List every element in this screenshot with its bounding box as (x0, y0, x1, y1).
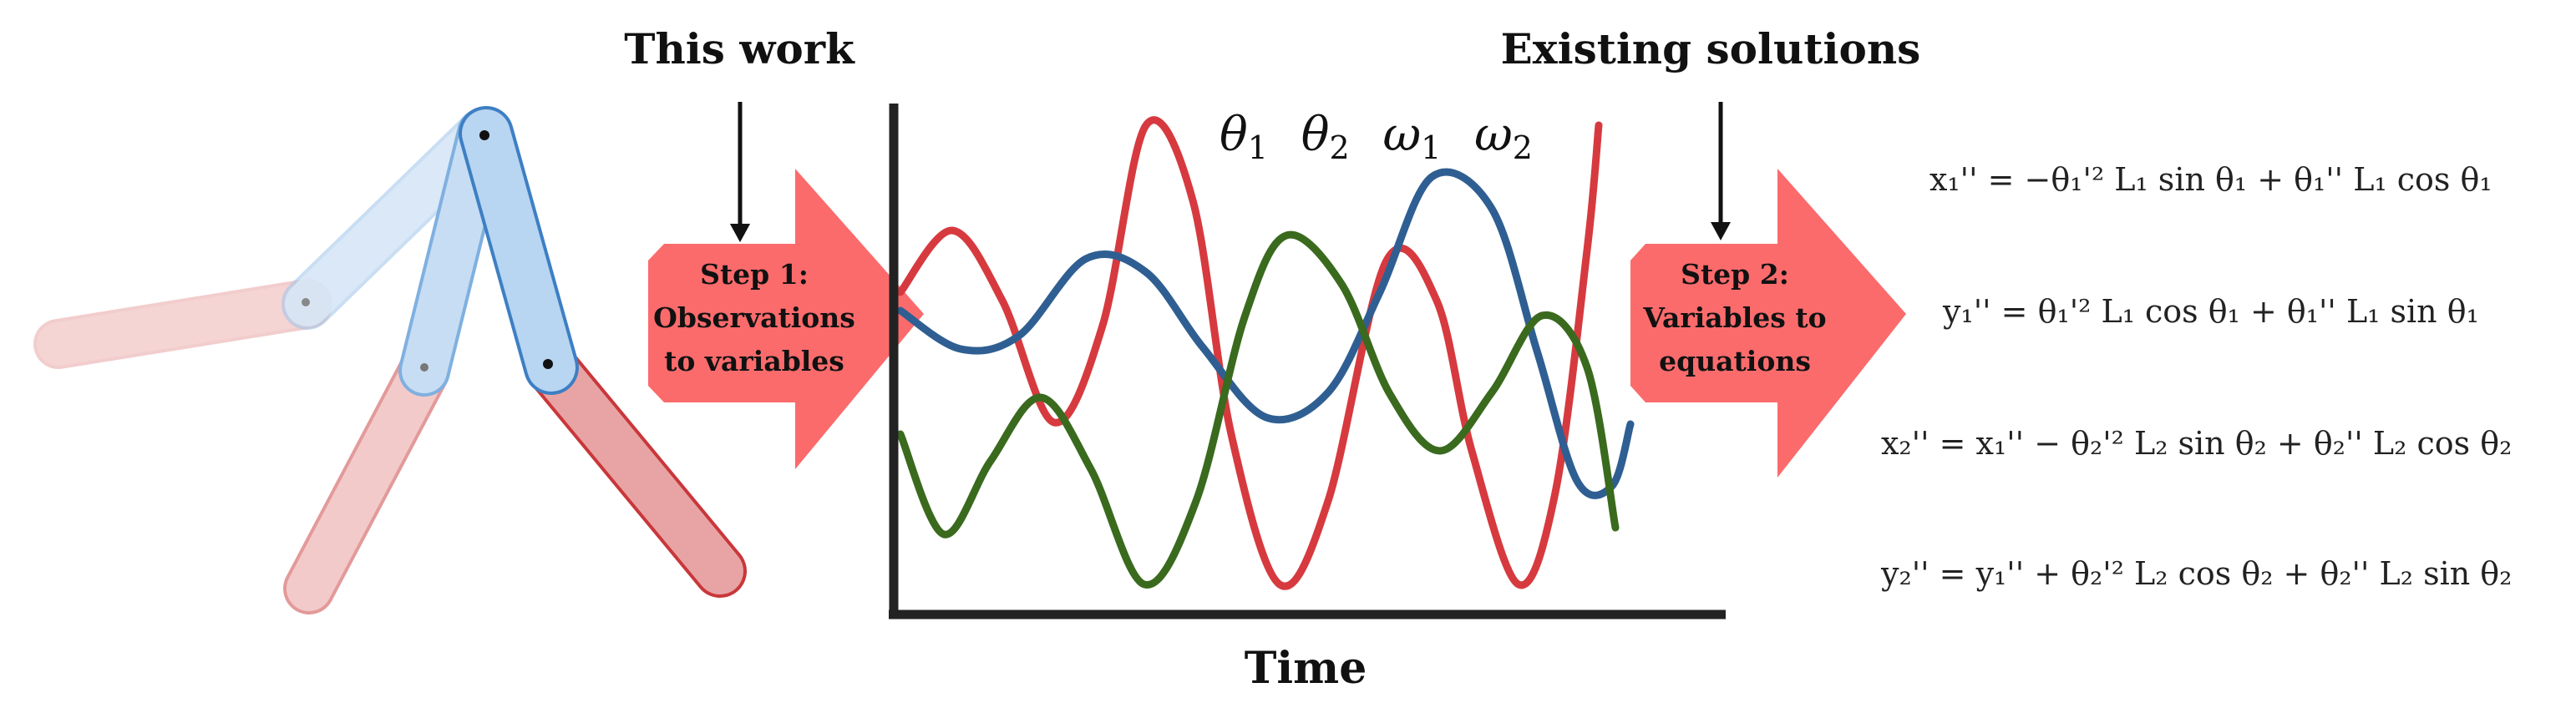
label-omega2: ω2 (1474, 108, 1533, 166)
curve-green (896, 230, 1620, 589)
time-series-plot: θ1 θ2 ω1 ω2 Time (889, 104, 1726, 694)
step-1-line-3: to variables (664, 345, 844, 377)
pivot-dot (302, 298, 310, 306)
heading-this-work: This work (624, 24, 855, 73)
equation-1: x₁'' = −θ₁'² L₁ sin θ₁ + θ₁'' L₁ cos θ₁ (1929, 161, 2492, 198)
step-1-arrow: Step 1: Observations to variables (648, 169, 924, 469)
equation-2: y₁'' = θ₁'² L₁ cos θ₁ + θ₁'' L₁ sin θ₁ (1942, 293, 2479, 330)
step-2-line-1: Step 2: (1681, 258, 1789, 291)
step-2-arrow: Step 2: Variables to equations (1630, 169, 1906, 478)
step-1-line-1: Step 1: (700, 258, 809, 291)
down-arrow-existing (1711, 102, 1731, 240)
label-theta1: θ1 (1220, 108, 1268, 166)
step-2-line-3: equations (1659, 345, 1811, 377)
step-2-line-2: Variables to (1642, 301, 1826, 334)
pendulum-pose-main (459, 106, 747, 598)
double-pendulum-illustration (33, 106, 747, 614)
pivot-dot (420, 363, 428, 372)
heading-existing-solutions: Existing solutions (1501, 24, 1921, 73)
step-1-arrow-shape (648, 169, 924, 469)
label-omega1: ω1 (1382, 108, 1441, 166)
equation-4: y₂'' = y₁'' + θ₂'² L₂ cos θ₂ + θ₂'' L₂ s… (1880, 555, 2512, 592)
x-axis-label: Time (1245, 643, 1367, 694)
pivot-dot (543, 359, 553, 369)
equation-3: x₂'' = x₁'' − θ₂'² L₂ sin θ₂ + θ₂'' L₂ c… (1881, 425, 2512, 462)
step-2-arrow-shape (1630, 169, 1906, 478)
plot-curves (896, 116, 1635, 590)
plot-variable-labels: θ1 θ2 ω1 ω2 (1220, 108, 1533, 170)
label-theta2: θ2 (1301, 108, 1350, 166)
step-1-line-2: Observations (653, 301, 855, 334)
equation-list: x₁'' = −θ₁'² L₁ sin θ₁ + θ₁'' L₁ cos θ₁ … (1880, 161, 2512, 592)
pivot-dot (479, 130, 489, 140)
curve-blue (896, 168, 1635, 499)
curve-red (896, 116, 1603, 590)
